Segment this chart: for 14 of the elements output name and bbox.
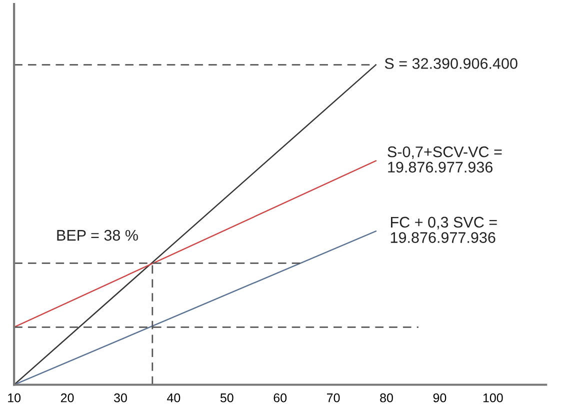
x-tick-label: 70 <box>326 393 340 402</box>
x-tick-label: 60 <box>274 393 287 402</box>
x-tick-label: 30 <box>114 393 127 402</box>
x-tick-label: 10 <box>8 393 21 402</box>
x-tick-label: 100 <box>483 393 503 402</box>
annotation: BEP = 38 % <box>57 230 138 241</box>
x-tick-label: 50 <box>220 393 234 402</box>
annotation: S-0,7+SCV-VC = 19.876.977.936 <box>388 146 502 173</box>
x-tick-label: 90 <box>433 393 446 402</box>
x-tick-label: 20 <box>60 393 74 402</box>
x-tick-label: 40 <box>167 393 180 402</box>
annotation: FC + 0,3 SVC = 19.876.977.936 <box>390 216 497 243</box>
annotation: S = 32.390.906.400 <box>384 58 518 69</box>
x-tick-label: 80 <box>380 393 393 402</box>
